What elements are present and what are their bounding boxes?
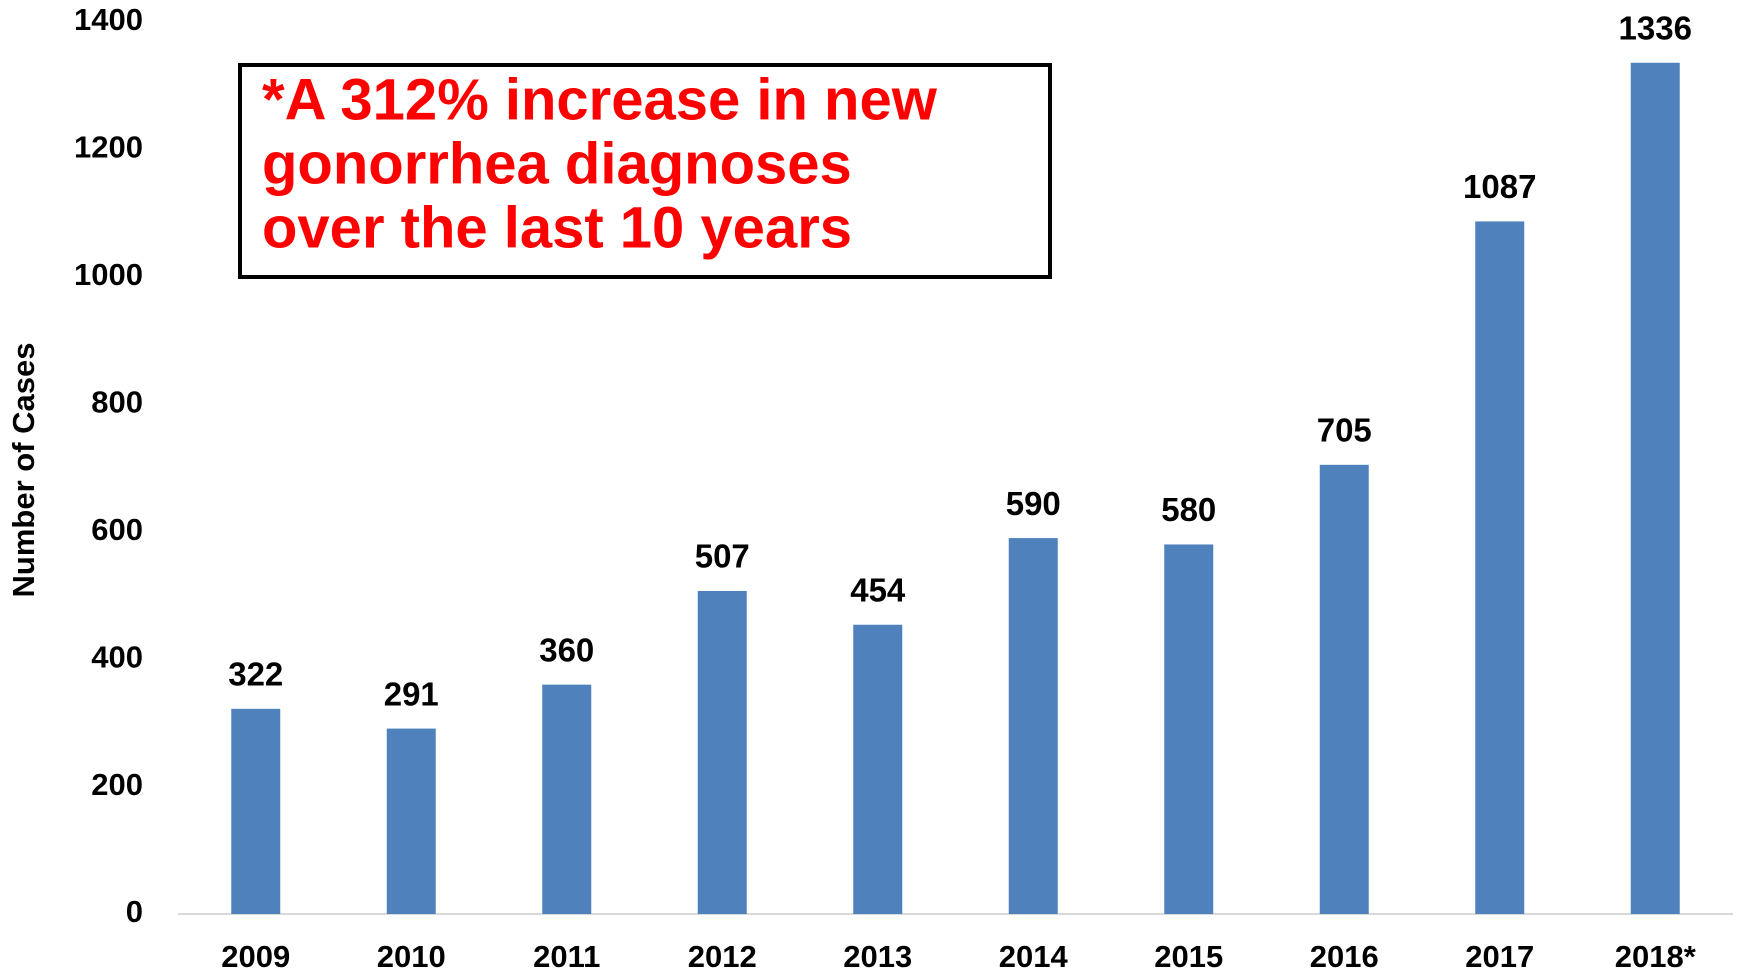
x-tick-label: 2017 (1465, 939, 1534, 974)
bar (231, 708, 281, 914)
bar (853, 624, 903, 914)
value-label: 1087 (1463, 168, 1536, 205)
value-label: 454 (850, 571, 906, 608)
x-tick-label: 2018* (1615, 939, 1697, 974)
annotation-line: gonorrhea diagnoses (262, 131, 852, 196)
bar (1164, 544, 1214, 914)
y-tick-label: 600 (91, 512, 143, 547)
annotation-box (238, 63, 1052, 279)
x-tick-label: 2015 (1154, 939, 1223, 974)
x-tick-label: 2012 (688, 939, 757, 974)
value-label: 705 (1317, 412, 1372, 449)
value-label: 291 (384, 675, 439, 712)
value-label: 1336 (1619, 9, 1692, 46)
bar (1630, 62, 1680, 914)
y-tick-label: 400 (91, 639, 143, 674)
y-tick-label: 800 (91, 384, 143, 419)
annotation-line: over the last 10 years (262, 195, 852, 260)
y-tick-label: 1400 (74, 2, 143, 37)
bar (1319, 464, 1369, 914)
bar (542, 684, 592, 914)
x-tick-label: 2010 (377, 939, 446, 974)
x-tick-label: 2011 (533, 939, 600, 974)
x-tick-label: 2014 (999, 939, 1069, 974)
bar (386, 728, 436, 914)
x-tick-label: 2013 (843, 939, 912, 974)
y-tick-label: 0 (126, 894, 143, 929)
x-tick-label: 2009 (221, 939, 290, 974)
y-axis-label: Number of Cases (6, 343, 41, 598)
x-tick-label: 2016 (1310, 939, 1379, 974)
annotation-line: *A 312% increase in new (262, 67, 938, 132)
bar (697, 590, 747, 914)
bar (1475, 221, 1525, 914)
y-tick-label: 1200 (74, 130, 143, 165)
value-label: 590 (1006, 485, 1061, 522)
value-label: 580 (1161, 491, 1216, 528)
value-label: 507 (695, 538, 750, 575)
bar (1008, 538, 1058, 914)
value-label: 322 (228, 656, 283, 693)
y-tick-label: 1000 (74, 257, 143, 292)
value-label: 360 (539, 631, 594, 668)
y-tick-label: 200 (91, 767, 143, 802)
